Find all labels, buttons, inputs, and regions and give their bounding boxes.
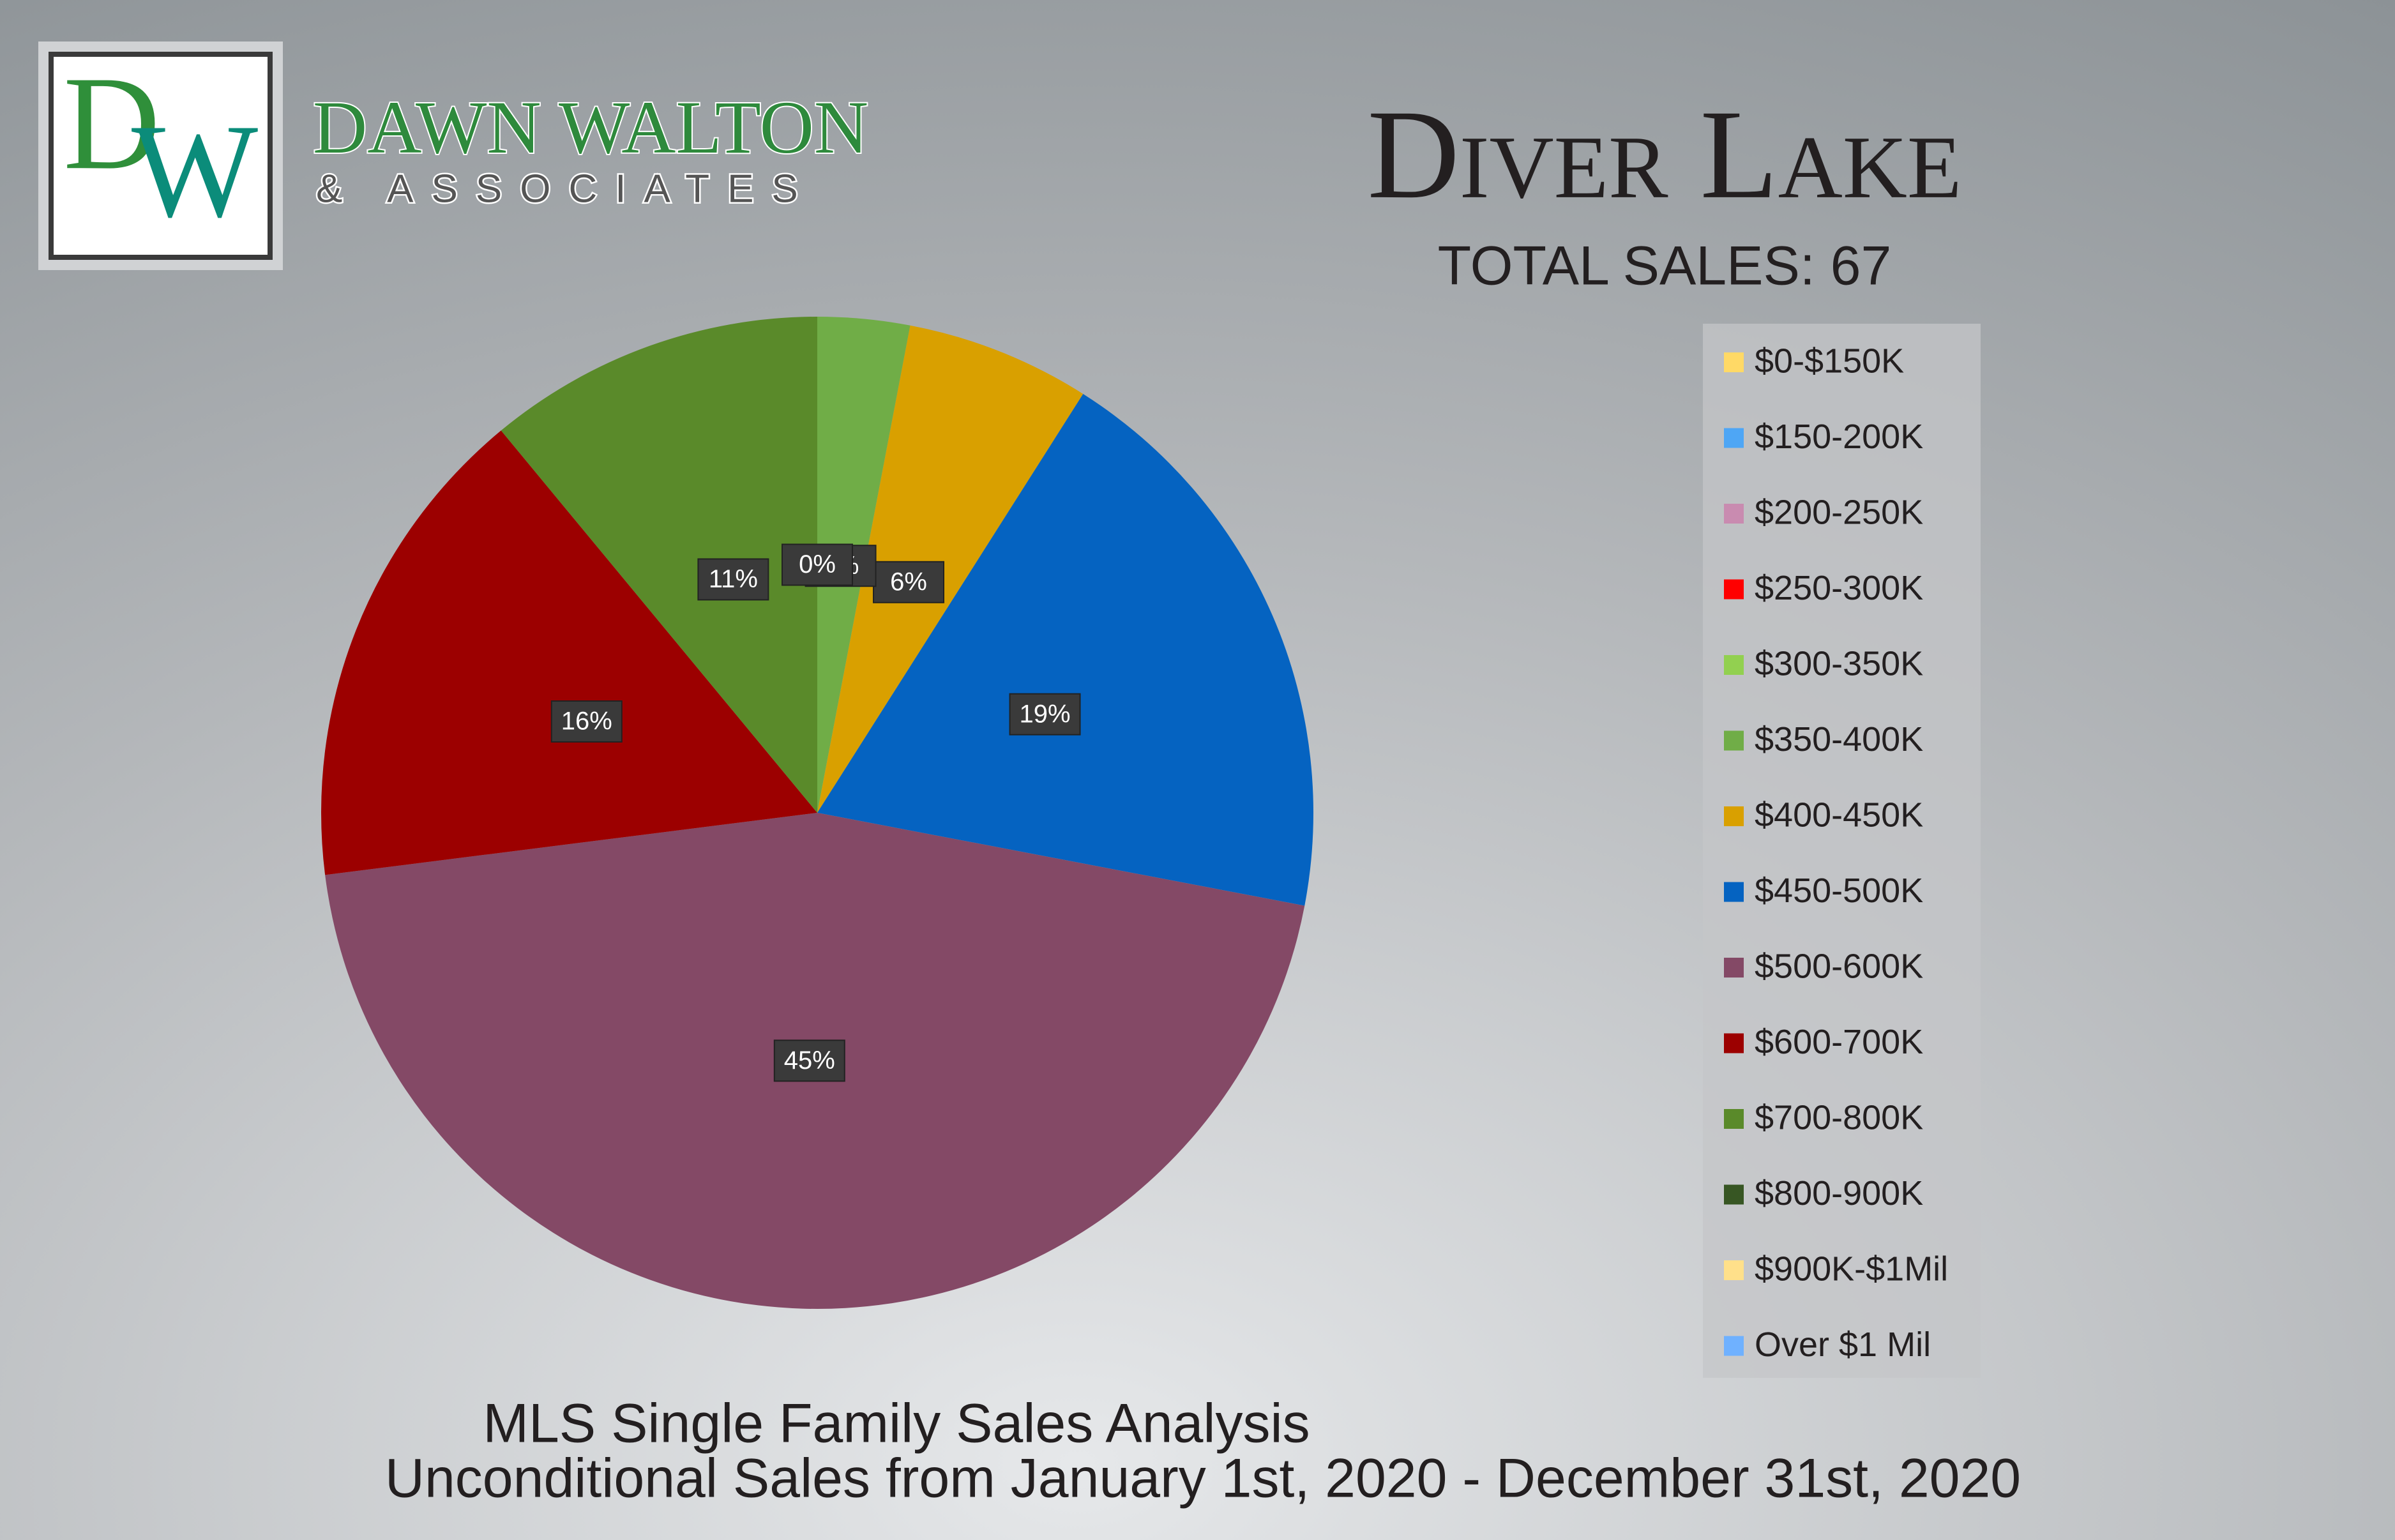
legend-label: $250-300K bbox=[1755, 569, 1923, 607]
legend-label: $500-600K bbox=[1755, 947, 1923, 985]
logo-box bbox=[49, 52, 273, 260]
legend-swatch bbox=[1724, 882, 1744, 902]
data-label-box bbox=[782, 543, 853, 586]
data-label-text: 19% bbox=[1020, 700, 1071, 728]
legend-swatch bbox=[1724, 1260, 1744, 1280]
data-label-text: 16% bbox=[561, 707, 612, 736]
data-label-text: 0% bbox=[799, 550, 836, 578]
legend-label: $800-900K bbox=[1755, 1174, 1923, 1212]
data-label: 0% bbox=[782, 543, 853, 586]
legend-label: $450-500K bbox=[1755, 872, 1923, 910]
data-label-text: 45% bbox=[784, 1046, 835, 1075]
legend-label: $200-250K bbox=[1755, 493, 1923, 531]
data-label: 11% bbox=[697, 558, 769, 601]
legend-label: $300-350K bbox=[1755, 644, 1923, 683]
legend-swatch bbox=[1724, 1184, 1744, 1205]
legend-label: $600-700K bbox=[1755, 1023, 1923, 1061]
data-label-box bbox=[697, 558, 769, 601]
legend-swatch bbox=[1724, 730, 1744, 751]
legend-label: $350-400K bbox=[1755, 720, 1923, 759]
legend-label: $400-450K bbox=[1755, 796, 1923, 834]
legend-swatch bbox=[1724, 504, 1744, 524]
legend-swatch bbox=[1724, 1033, 1744, 1053]
pie-slice bbox=[321, 430, 818, 875]
logo-initial: D bbox=[63, 49, 160, 197]
chart-title: Diver Lake bbox=[1368, 84, 1962, 225]
logo-initial: W bbox=[132, 97, 258, 245]
legend-swatch bbox=[1724, 1109, 1744, 1129]
pie-slice bbox=[817, 325, 1084, 813]
logo: D W DAWN WALTON & ASSOCIATES bbox=[38, 42, 870, 270]
chart-subtitle: TOTAL SALES: 67 bbox=[1438, 236, 1892, 297]
pie-slice bbox=[817, 393, 1313, 906]
legend-label: $900K-$1Mil bbox=[1755, 1249, 1948, 1288]
legend-swatch bbox=[1724, 958, 1744, 978]
data-label-text: 11% bbox=[709, 565, 758, 593]
data-label: 45% bbox=[773, 1039, 845, 1082]
legend-swatch bbox=[1724, 428, 1744, 448]
legend-box bbox=[1703, 324, 1981, 1378]
footer-line: MLS Single Family Sales Analysis bbox=[483, 1393, 1310, 1454]
legend-swatch bbox=[1724, 806, 1744, 826]
logo-subtitle: & ASSOCIATES bbox=[316, 167, 816, 211]
data-label-box bbox=[1009, 693, 1081, 736]
legend-swatch bbox=[1724, 1336, 1744, 1356]
legend-label: $150-200K bbox=[1755, 418, 1923, 456]
data-label: 19% bbox=[1009, 693, 1081, 736]
legend-swatch bbox=[1724, 352, 1744, 372]
legend-swatch bbox=[1724, 655, 1744, 675]
legend-label: $0-$150K bbox=[1755, 342, 1904, 380]
data-label: 6% bbox=[873, 561, 945, 603]
legend-swatch bbox=[1724, 579, 1744, 600]
data-label-text: 6% bbox=[890, 568, 927, 596]
legend-label: Over $1 Mil bbox=[1755, 1325, 1931, 1364]
data-label: 16% bbox=[550, 700, 623, 743]
footer-line: Unconditional Sales from January 1st, 20… bbox=[385, 1448, 2021, 1509]
data-label-box bbox=[873, 561, 945, 603]
data-label-box bbox=[773, 1039, 845, 1082]
logo-name: DAWN WALTON bbox=[313, 86, 868, 169]
pie-slice bbox=[501, 317, 817, 813]
data-label-box bbox=[550, 700, 623, 743]
legend-label: $700-800K bbox=[1755, 1098, 1923, 1136]
